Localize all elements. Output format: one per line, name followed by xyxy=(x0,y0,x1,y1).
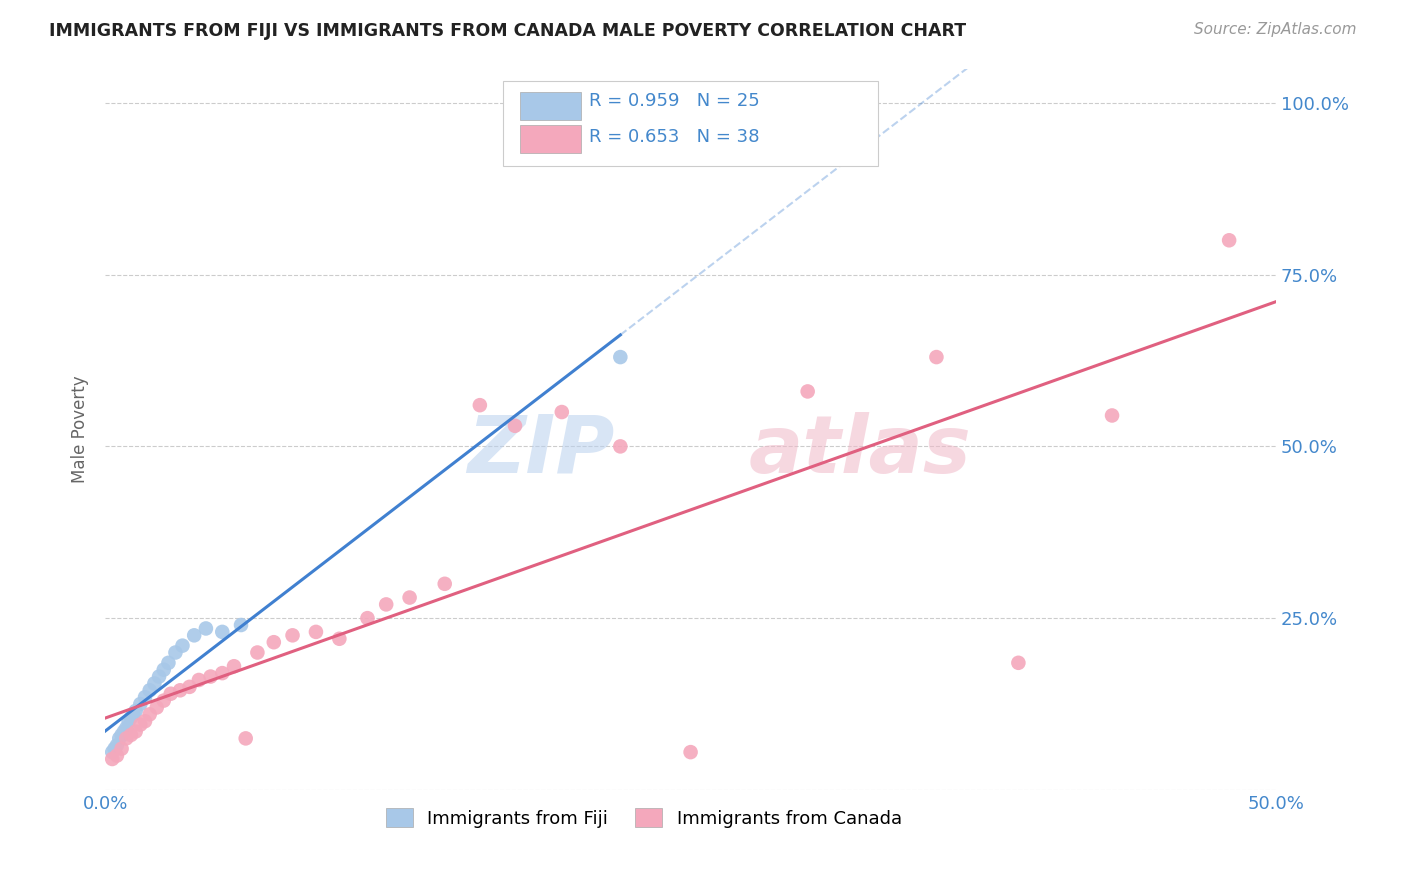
Point xyxy=(222,659,245,673)
Point xyxy=(172,639,194,653)
Point xyxy=(112,724,135,739)
Point xyxy=(103,741,125,756)
Point xyxy=(134,690,156,705)
Text: R = 0.653   N = 38: R = 0.653 N = 38 xyxy=(589,128,759,146)
Point xyxy=(281,628,304,642)
Point xyxy=(165,646,187,660)
FancyBboxPatch shape xyxy=(520,92,581,120)
Point xyxy=(120,728,142,742)
Point xyxy=(328,632,350,646)
Point xyxy=(263,635,285,649)
Point xyxy=(110,741,132,756)
Text: IMMIGRANTS FROM FIJI VS IMMIGRANTS FROM CANADA MALE POVERTY CORRELATION CHART: IMMIGRANTS FROM FIJI VS IMMIGRANTS FROM … xyxy=(49,22,966,40)
Point xyxy=(1218,233,1240,247)
Y-axis label: Male Poverty: Male Poverty xyxy=(72,376,89,483)
Point xyxy=(1007,656,1029,670)
Point xyxy=(120,711,142,725)
Point xyxy=(179,680,201,694)
Point xyxy=(246,646,269,660)
Point xyxy=(143,676,166,690)
Point xyxy=(145,700,167,714)
Point xyxy=(148,669,170,683)
Point xyxy=(551,405,574,419)
Point xyxy=(187,673,209,687)
Point xyxy=(129,697,152,711)
Point xyxy=(375,598,398,612)
Point xyxy=(129,717,152,731)
Point xyxy=(108,731,131,746)
Point xyxy=(679,745,702,759)
Text: Source: ZipAtlas.com: Source: ZipAtlas.com xyxy=(1194,22,1357,37)
Point xyxy=(468,398,491,412)
Point xyxy=(305,624,328,639)
Point xyxy=(235,731,257,746)
Point xyxy=(105,748,128,763)
Point xyxy=(152,663,174,677)
Point xyxy=(398,591,420,605)
Point xyxy=(796,384,818,399)
Text: ZIP: ZIP xyxy=(467,412,614,490)
Point xyxy=(124,724,146,739)
Text: R = 0.959   N = 25: R = 0.959 N = 25 xyxy=(589,92,759,110)
Point xyxy=(138,683,160,698)
FancyBboxPatch shape xyxy=(503,81,877,166)
Point xyxy=(609,439,631,453)
Point xyxy=(115,721,138,735)
Point xyxy=(134,714,156,729)
Point xyxy=(101,745,124,759)
Text: atlas: atlas xyxy=(749,412,972,490)
Point xyxy=(138,707,160,722)
Point xyxy=(229,618,252,632)
Point xyxy=(115,731,138,746)
Point xyxy=(152,693,174,707)
Point xyxy=(117,714,139,729)
Point xyxy=(157,656,180,670)
Point xyxy=(1101,409,1123,423)
Point xyxy=(169,683,191,698)
Point xyxy=(194,622,217,636)
Point xyxy=(101,752,124,766)
FancyBboxPatch shape xyxy=(520,125,581,153)
Point xyxy=(925,350,948,364)
Point xyxy=(609,350,631,364)
Point xyxy=(183,628,205,642)
Point xyxy=(211,624,233,639)
Point xyxy=(503,418,526,433)
Point xyxy=(105,738,128,752)
Point xyxy=(200,669,222,683)
Legend: Immigrants from Fiji, Immigrants from Canada: Immigrants from Fiji, Immigrants from Ca… xyxy=(378,801,910,835)
Point xyxy=(122,707,145,722)
Point xyxy=(159,687,181,701)
Point xyxy=(211,666,233,681)
Point xyxy=(124,704,146,718)
Point xyxy=(110,728,132,742)
Point xyxy=(433,576,456,591)
Point xyxy=(356,611,378,625)
